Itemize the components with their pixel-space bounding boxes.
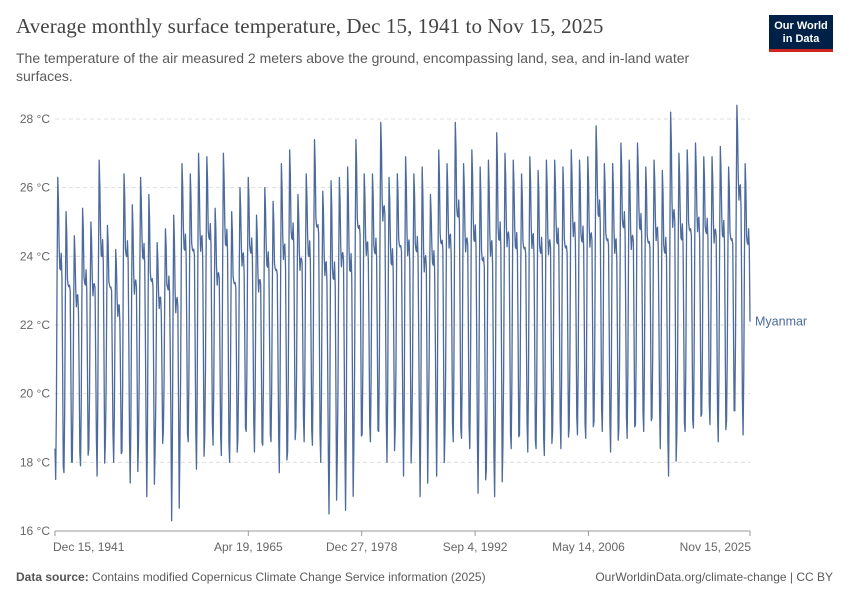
- logo-line2: in Data: [782, 32, 820, 45]
- source-label: Data source:: [16, 570, 89, 584]
- footer-source: Data source: Contains modified Copernicu…: [16, 570, 486, 584]
- x-tick-label: Dec 27, 1978: [326, 540, 398, 554]
- x-tick-label: Dec 15, 1941: [53, 540, 125, 554]
- plot-lines: [54, 104, 751, 522]
- y-tick-label: 18 °C: [20, 455, 50, 469]
- x-axis: [54, 530, 751, 536]
- chart-subtitle: The temperature of the air measured 2 me…: [16, 50, 690, 84]
- x-tick-label: Apr 19, 1965: [214, 540, 283, 554]
- x-axis-tick-labels: Dec 15, 1941 Apr 19, 1965 Dec 27, 1978 Sep …: [53, 540, 751, 554]
- y-tick-label: 16 °C: [20, 524, 50, 538]
- source-text: Contains modified Copernicus Climate Cha…: [92, 570, 486, 584]
- y-tick-label: 20 °C: [20, 387, 50, 401]
- chart-title: Average monthly surface temperature, Dec…: [16, 14, 604, 38]
- logo-line1: Our World: [774, 19, 828, 32]
- y-axis-tick-labels: 16 °C 18 °C 20 °C 22 °C 24 °C 26 °C 28 °C: [20, 112, 50, 538]
- y-tick-label: 22 °C: [20, 318, 50, 332]
- chart-area: 16 °C 18 °C 20 °C 22 °C 24 °C 26 °C 28 °C Dec …: [20, 104, 807, 554]
- series-line-myanmar[interactable]: [54, 104, 751, 522]
- footer-link[interactable]: OurWorldinData.org/climate-change | CC B…: [595, 570, 833, 584]
- x-tick-label: Nov 15, 2025: [680, 540, 752, 554]
- owid-logo[interactable]: Our World in Data: [769, 15, 833, 52]
- x-tick-label: May 14, 2006: [552, 540, 625, 554]
- y-tick-label: 24 °C: [20, 249, 50, 263]
- series-label: Myanmar: [755, 315, 807, 329]
- y-tick-label: 26 °C: [20, 181, 50, 195]
- x-tick-label: Sep 4, 1992: [443, 540, 508, 554]
- y-tick-label: 28 °C: [20, 112, 50, 126]
- series-labels: Myanmar: [755, 315, 807, 329]
